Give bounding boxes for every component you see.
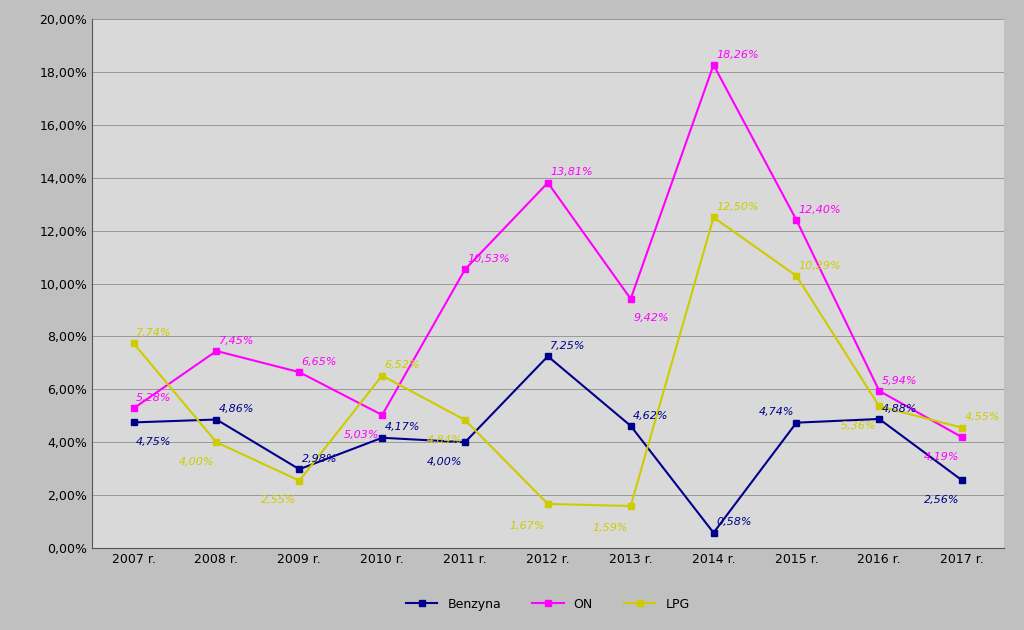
Legend: Benzyna, ON, LPG: Benzyna, ON, LPG [401, 593, 694, 616]
Text: 5,28%: 5,28% [136, 393, 172, 403]
Text: 4,84%: 4,84% [427, 435, 463, 445]
Text: 5,03%: 5,03% [344, 430, 380, 440]
Text: 4,74%: 4,74% [759, 408, 794, 418]
Text: 10,29%: 10,29% [799, 261, 842, 270]
Text: 4,00%: 4,00% [178, 457, 214, 467]
Text: 4,00%: 4,00% [427, 457, 463, 467]
Text: 5,94%: 5,94% [882, 375, 918, 386]
Text: 7,74%: 7,74% [136, 328, 172, 338]
Text: 4,55%: 4,55% [965, 413, 1000, 422]
Text: 4,19%: 4,19% [924, 452, 959, 462]
Text: 4,86%: 4,86% [219, 404, 254, 414]
Text: 4,88%: 4,88% [882, 404, 918, 414]
Text: 9,42%: 9,42% [633, 313, 669, 323]
Text: 4,75%: 4,75% [136, 437, 172, 447]
Text: 4,62%: 4,62% [633, 411, 669, 421]
Text: 2,56%: 2,56% [924, 495, 959, 505]
Text: 1,67%: 1,67% [510, 521, 546, 531]
Text: 18,26%: 18,26% [716, 50, 759, 60]
Text: 2,55%: 2,55% [261, 495, 297, 505]
Text: 10,53%: 10,53% [468, 254, 510, 264]
Text: 6,65%: 6,65% [302, 357, 337, 367]
Text: 7,25%: 7,25% [550, 341, 586, 351]
Text: 0,58%: 0,58% [716, 517, 752, 527]
Text: 12,40%: 12,40% [799, 205, 842, 215]
Text: 7,45%: 7,45% [219, 336, 254, 346]
Text: 13,81%: 13,81% [550, 168, 593, 178]
Text: 2,98%: 2,98% [302, 454, 337, 464]
Text: 1,59%: 1,59% [593, 524, 628, 533]
Text: 6,52%: 6,52% [385, 360, 420, 370]
Text: 5,36%: 5,36% [842, 421, 877, 431]
Text: 4,17%: 4,17% [385, 423, 420, 432]
Text: 12,50%: 12,50% [716, 202, 759, 212]
